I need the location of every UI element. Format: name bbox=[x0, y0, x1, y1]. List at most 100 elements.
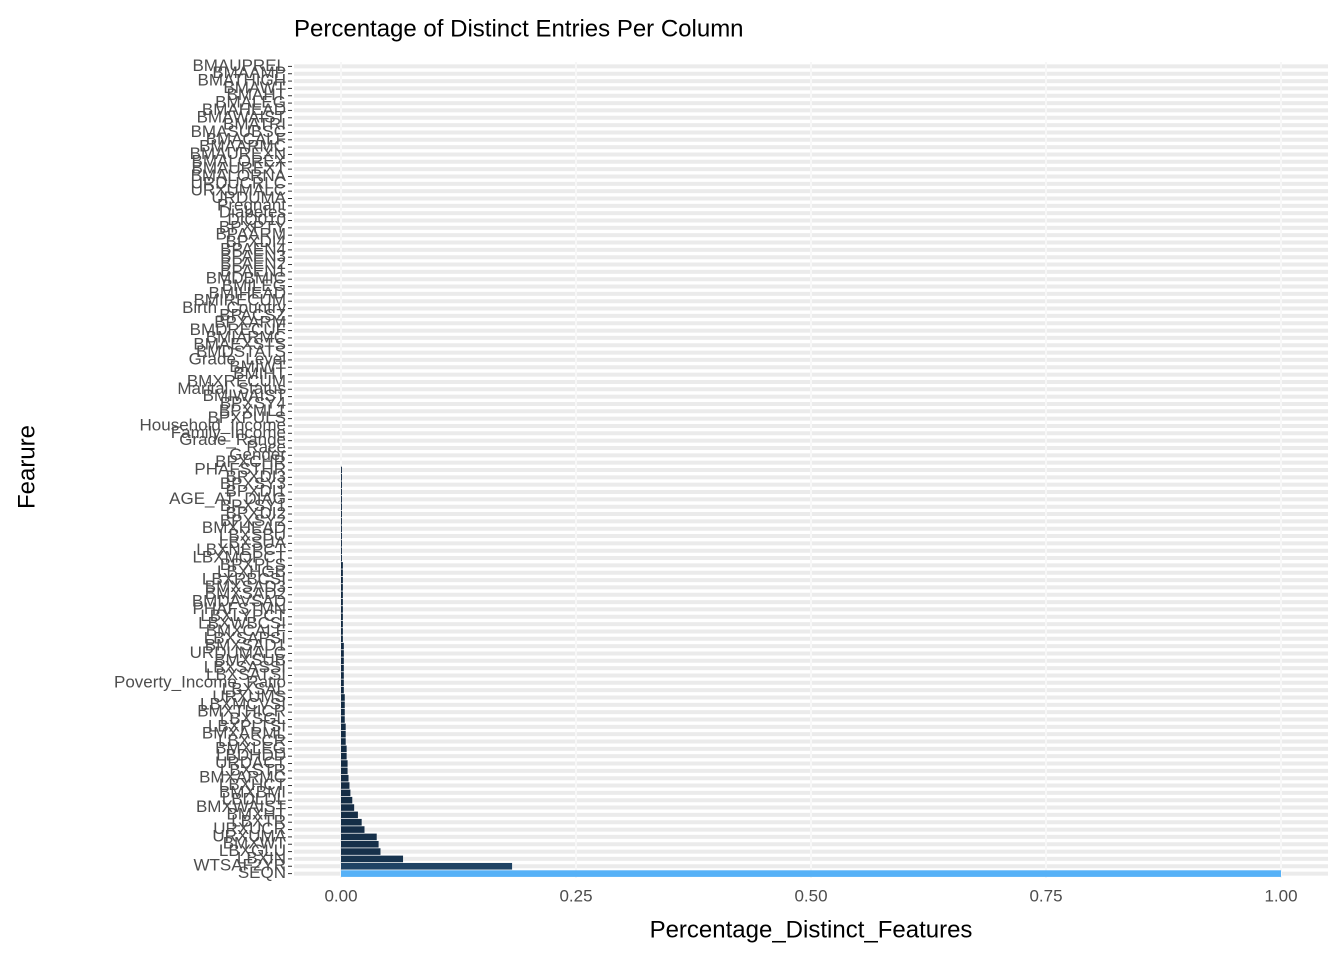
bar bbox=[341, 650, 344, 657]
y-tick-label: BMATHIGH bbox=[198, 71, 286, 90]
y-tick-label: LBXGLU bbox=[219, 841, 286, 860]
bar bbox=[341, 730, 346, 738]
y-tick-label: BPXPTY bbox=[219, 217, 286, 236]
bar bbox=[341, 635, 343, 643]
bar bbox=[341, 584, 343, 591]
y-tick-label: Grade_Range bbox=[179, 430, 286, 449]
x-axis-title: Percentage_Distinct_Features bbox=[650, 916, 973, 943]
bar bbox=[341, 532, 342, 540]
y-tick-label: BMIWT bbox=[229, 357, 286, 376]
bar bbox=[341, 664, 344, 672]
y-tick-label: BMAAMP bbox=[212, 63, 286, 82]
y-tick-label: BMAUREXN bbox=[190, 144, 286, 163]
y-tick-label: URXUMALC bbox=[191, 181, 286, 200]
y-tick-label: LBDHDD bbox=[216, 746, 286, 765]
bar bbox=[341, 870, 1281, 877]
y-tick-label: BPXDI4 bbox=[226, 232, 286, 251]
x-tick-label: 0.50 bbox=[794, 886, 827, 905]
x-tick-label: 0.75 bbox=[1029, 886, 1062, 905]
x-tick-label: 1.00 bbox=[1264, 886, 1297, 905]
y-tick-label: BPXPULS bbox=[208, 408, 286, 427]
y-tick-label: BPAEN3 bbox=[220, 247, 286, 266]
y-tick-label: BMATRI bbox=[223, 115, 286, 134]
y-tick-label: BMDBMIC bbox=[206, 269, 286, 288]
y-tick-label: SEQN bbox=[238, 863, 286, 882]
y-tick-label: Diabetes bbox=[219, 203, 286, 222]
bar bbox=[341, 701, 345, 709]
bar bbox=[341, 474, 342, 481]
y-tick-label: BPXSY2 bbox=[220, 511, 286, 530]
bar bbox=[341, 855, 404, 863]
y-tick-label: LBDLDL bbox=[222, 790, 286, 809]
y-tick-label: BMIHT bbox=[233, 364, 286, 383]
y-tick-label: PHAFSTHR bbox=[194, 459, 286, 478]
y-tick-label: Birth_Country bbox=[182, 298, 286, 317]
bar bbox=[341, 613, 343, 621]
y-tick-label: BMAWAIST bbox=[197, 107, 286, 126]
bar bbox=[341, 657, 344, 665]
y-tick-label: LBXSUA bbox=[219, 533, 287, 552]
y-axis-title: Fearure bbox=[13, 425, 40, 509]
bar bbox=[341, 488, 342, 496]
y-tick-label: LBXSAL bbox=[222, 680, 286, 699]
bar bbox=[341, 503, 342, 510]
y-tick-label: BMXBMI bbox=[219, 782, 286, 801]
y-tick-label: BMILEG bbox=[222, 276, 286, 295]
bar bbox=[341, 540, 342, 547]
y-tick-label: BMALEG bbox=[215, 93, 286, 112]
y-tick-label: BMAUREXT bbox=[192, 159, 286, 178]
y-tick-label: BPXML1 bbox=[219, 401, 286, 420]
bar bbox=[341, 591, 343, 599]
x-tick-label: 0.00 bbox=[324, 886, 357, 905]
y-tick-label: LBXHGB bbox=[217, 562, 286, 581]
bar bbox=[341, 745, 347, 753]
bar bbox=[341, 642, 344, 650]
bar bbox=[341, 818, 362, 826]
y-tick-label: BPXCHR bbox=[215, 452, 286, 471]
bar bbox=[341, 804, 355, 811]
bar bbox=[341, 767, 348, 775]
y-tick-label: BMAARMC bbox=[199, 137, 286, 156]
y-tick-label: LBXSCR bbox=[218, 731, 286, 750]
bar bbox=[341, 606, 343, 613]
bar bbox=[341, 620, 343, 628]
bar bbox=[341, 518, 342, 525]
y-tick-label: BMACALF bbox=[206, 129, 286, 148]
bar bbox=[341, 811, 358, 819]
y-tick-label: BMASUBSC bbox=[191, 122, 286, 141]
y-tick-label: AGE_AT_DIAG bbox=[169, 489, 286, 508]
bar bbox=[341, 672, 344, 679]
y-tick-label: LBXMCVSI bbox=[200, 694, 286, 713]
y-tick-label: BPXSY1 bbox=[220, 496, 286, 515]
y-tick-label: LBXWBCSI bbox=[198, 614, 286, 633]
y-tick-label: WTSAF2YR bbox=[193, 856, 286, 875]
bar bbox=[341, 760, 348, 767]
y-tick-label: BMXHEAD bbox=[202, 518, 286, 537]
y-tick-label: PHAFSTMN bbox=[193, 599, 287, 618]
bar bbox=[341, 738, 346, 745]
y-tick-label: LBXSTR bbox=[220, 760, 286, 779]
y-tick-label: BMIRECUM bbox=[193, 291, 286, 310]
bar bbox=[341, 554, 342, 562]
y-tick-label: LBXSBU bbox=[219, 526, 286, 545]
y-tick-label: BPXDI2 bbox=[226, 504, 286, 523]
y-tick-label: LBXRBCSI bbox=[202, 570, 286, 589]
y-tick-label: BPAEN1 bbox=[220, 261, 286, 280]
bar bbox=[341, 848, 381, 855]
y-tick-label: BPXSY3 bbox=[220, 474, 286, 493]
bar bbox=[341, 679, 344, 687]
y-tick-label: BMXWT bbox=[223, 834, 286, 853]
y-tick-label: BMXSAD1 bbox=[205, 636, 286, 655]
y-tick-label: BMXRECUM bbox=[187, 371, 286, 390]
y-tick-label: BPXSY4 bbox=[220, 393, 286, 412]
y-tick-label: BPXDI3 bbox=[226, 467, 286, 486]
bar bbox=[341, 833, 377, 841]
y-tick-label: BMXSUB bbox=[214, 650, 286, 669]
y-tick-label: BMXWAIST bbox=[196, 797, 286, 816]
bar bbox=[341, 723, 346, 731]
bar bbox=[341, 569, 343, 577]
bar bbox=[341, 840, 379, 848]
bar bbox=[341, 525, 342, 533]
bar bbox=[341, 862, 513, 870]
y-tick-label: LBXHCT bbox=[219, 775, 286, 794]
